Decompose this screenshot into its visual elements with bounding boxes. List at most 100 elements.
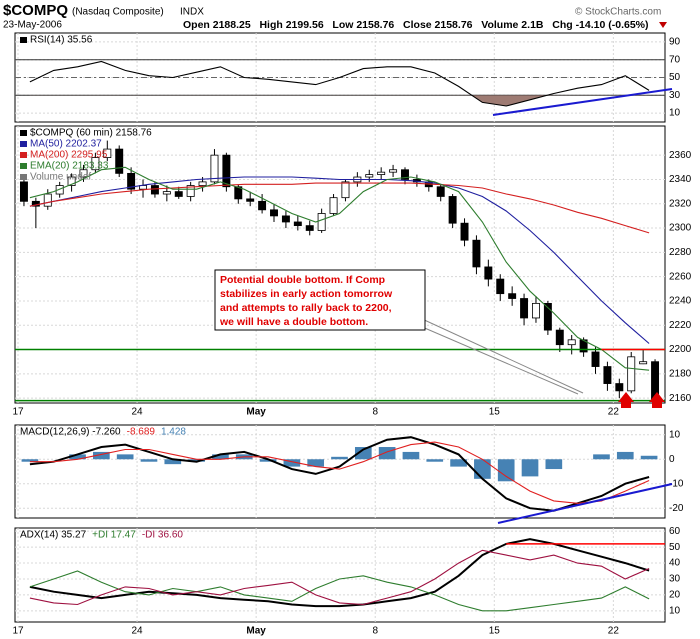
y-tick-label: 20 bbox=[669, 590, 681, 601]
candle-body bbox=[79, 169, 88, 178]
candle-body bbox=[127, 172, 136, 190]
y-tick-label: 2320 bbox=[669, 198, 692, 209]
candle-body bbox=[305, 225, 314, 231]
y-tick-label: 10 bbox=[669, 429, 681, 440]
candle-body bbox=[567, 339, 576, 346]
candle-body bbox=[162, 191, 171, 195]
trendline bbox=[497, 483, 673, 524]
exchange: INDX bbox=[180, 7, 204, 18]
symbol-name: (Nasdaq Composite) bbox=[72, 7, 164, 18]
legend-swatch bbox=[20, 37, 27, 43]
legend-entry: MA(50) 2202.37 bbox=[30, 139, 102, 150]
histogram-bar bbox=[378, 447, 396, 460]
symbol: $COMPQ bbox=[3, 2, 68, 19]
series-line bbox=[29, 549, 650, 606]
y-tick-label: 60 bbox=[669, 526, 681, 537]
candle-body bbox=[270, 209, 278, 217]
legend-entry: MA(200) 2295.95 bbox=[30, 150, 108, 161]
legend-swatch bbox=[20, 152, 27, 158]
change-arrow bbox=[659, 22, 667, 28]
candle-body bbox=[210, 154, 219, 183]
histogram-bar bbox=[593, 454, 610, 460]
candle-body bbox=[615, 383, 624, 392]
annotation: and attempts to rally back to 2200, bbox=[220, 302, 392, 314]
histogram-bar bbox=[331, 456, 348, 460]
legend-swatch bbox=[20, 163, 27, 169]
candle-body bbox=[174, 191, 183, 197]
trendline bbox=[492, 88, 673, 116]
histogram-bar bbox=[450, 459, 467, 467]
histogram-bar bbox=[69, 454, 86, 460]
candle-body bbox=[43, 193, 52, 207]
y-tick-label: 2300 bbox=[669, 223, 692, 234]
legend-entry: ADX(14) 35.27 bbox=[20, 530, 87, 541]
candle-body bbox=[591, 351, 600, 367]
candle-body bbox=[532, 302, 540, 319]
candle-body bbox=[281, 215, 290, 223]
legend-entry: Volume undef bbox=[30, 172, 91, 183]
y-tick-label: 2360 bbox=[669, 150, 692, 161]
stats: Open 2188.25 High 2199.56 Low 2158.76 Cl… bbox=[183, 19, 649, 31]
candle-body bbox=[472, 239, 481, 268]
histogram-bar bbox=[188, 459, 205, 462]
histogram-bar bbox=[21, 459, 39, 462]
histogram-bar bbox=[116, 454, 134, 460]
candle-body bbox=[377, 171, 386, 175]
arrow bbox=[649, 392, 665, 408]
x-tick-label: May bbox=[246, 407, 266, 418]
x-tick-label: 8 bbox=[372, 407, 378, 418]
histogram-bar bbox=[497, 459, 515, 482]
histogram-bar bbox=[616, 451, 634, 460]
legend-entry: MACD(12,26,9) -7.260 bbox=[20, 427, 121, 438]
candle-body bbox=[258, 200, 267, 211]
candle-body bbox=[603, 366, 612, 384]
histogram-bar bbox=[140, 459, 158, 462]
annotation: we will have a double bottom. bbox=[219, 316, 368, 328]
candle-body bbox=[543, 302, 552, 331]
y-tick-label: 2340 bbox=[669, 174, 692, 185]
histogram-bar bbox=[426, 459, 444, 462]
candle-body bbox=[389, 169, 398, 173]
series-line bbox=[29, 182, 650, 234]
date: 23-May-2006 bbox=[3, 20, 62, 31]
candle-body bbox=[198, 181, 207, 186]
candle-body bbox=[150, 185, 159, 195]
candle-body bbox=[484, 266, 493, 280]
x-tick-label: 17 bbox=[12, 626, 24, 637]
histogram-bar bbox=[259, 459, 277, 462]
y-tick-label: 90 bbox=[669, 37, 681, 48]
candle-body bbox=[55, 185, 64, 195]
y-tick-label: 50 bbox=[669, 72, 681, 83]
candle-body bbox=[234, 186, 243, 200]
histogram-bar bbox=[283, 459, 301, 467]
y-tick-label: 2280 bbox=[669, 247, 692, 258]
candle-body bbox=[627, 356, 636, 392]
candle-body bbox=[508, 293, 517, 299]
x-tick-label: 17 bbox=[12, 407, 24, 418]
y-tick-label: -10 bbox=[669, 478, 684, 489]
series-line bbox=[29, 436, 650, 512]
macd-panel bbox=[14, 424, 666, 519]
candle-body bbox=[520, 298, 529, 319]
adx-panel bbox=[14, 527, 666, 623]
annotation-box bbox=[214, 269, 426, 331]
series-line bbox=[29, 570, 650, 612]
x-tick-label: 15 bbox=[489, 626, 501, 637]
histogram-bar bbox=[212, 454, 229, 460]
candle-body bbox=[448, 196, 457, 224]
price-panel bbox=[14, 125, 666, 404]
histogram-bar bbox=[307, 459, 325, 467]
pointer bbox=[419, 325, 579, 395]
candle-body bbox=[401, 169, 409, 180]
candle-body bbox=[365, 174, 374, 178]
candle-body bbox=[317, 213, 326, 231]
x-tick-label: May bbox=[246, 626, 266, 637]
y-tick-label: 40 bbox=[669, 558, 681, 569]
x-tick-label: 22 bbox=[608, 407, 620, 418]
y-tick-label: 2220 bbox=[669, 320, 692, 331]
series-line bbox=[29, 176, 650, 344]
y-tick-label: 10 bbox=[669, 108, 681, 119]
legend-swatch bbox=[20, 141, 27, 147]
candle-body bbox=[460, 222, 469, 241]
